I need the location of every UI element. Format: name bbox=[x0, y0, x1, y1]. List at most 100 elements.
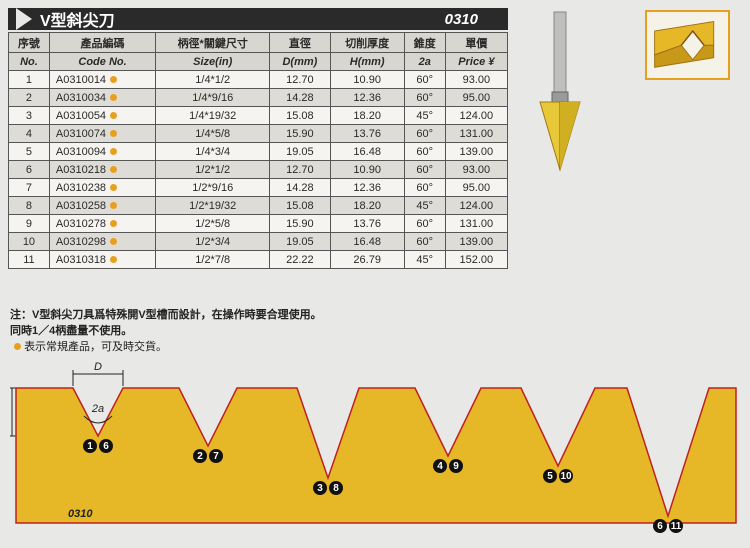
table-row: 5A03100941/4*3/419.0516.4860°139.00 bbox=[9, 143, 508, 161]
cell-code: A0310054 bbox=[49, 107, 155, 125]
cell-h: 16.48 bbox=[330, 143, 404, 161]
cell-d: 15.90 bbox=[270, 215, 330, 233]
stock-bullet-icon bbox=[110, 112, 117, 119]
cell-price: 152.00 bbox=[445, 251, 507, 269]
cell-h: 16.48 bbox=[330, 233, 404, 251]
cell-h: 13.76 bbox=[330, 215, 404, 233]
svg-text:2a: 2a bbox=[91, 403, 104, 415]
cell-d: 15.08 bbox=[270, 197, 330, 215]
svg-text:1: 1 bbox=[87, 441, 93, 452]
cell-no: 3 bbox=[9, 107, 50, 125]
table-row: 1A03100141/4*1/212.7010.9060°93.00 bbox=[9, 71, 508, 89]
cell-size: 1/2*7/8 bbox=[156, 251, 270, 269]
note-line1: 注：V型斜尖刀具爲特殊開V型槽而設計，在操作時要合理使用。 bbox=[10, 309, 322, 321]
table-header-row-en: No. Code No. Size(in) D(mm) H(mm) 2a Pri… bbox=[9, 53, 508, 71]
cell-d: 12.70 bbox=[270, 161, 330, 179]
cell-size: 1/2*9/16 bbox=[156, 179, 270, 197]
notes-block: 注：V型斜尖刀具爲特殊開V型槽而設計，在操作時要合理使用。 同時1／4柄盡量不使… bbox=[10, 308, 510, 356]
cell-h: 10.90 bbox=[330, 71, 404, 89]
svg-text:7: 7 bbox=[213, 451, 219, 462]
cell-d: 15.90 bbox=[270, 125, 330, 143]
svg-text:10: 10 bbox=[560, 471, 572, 482]
col-price-en: Price ¥ bbox=[445, 53, 507, 71]
cell-angle: 60° bbox=[404, 71, 445, 89]
cell-d: 15.08 bbox=[270, 107, 330, 125]
col-no-cn: 序號 bbox=[9, 33, 50, 53]
cell-angle: 60° bbox=[404, 125, 445, 143]
cell-code: A0310014 bbox=[49, 71, 155, 89]
table-row: 4A03100741/4*5/815.9013.7660°131.00 bbox=[9, 125, 508, 143]
col-d-cn: 直徑 bbox=[270, 33, 330, 53]
cell-code: A0310258 bbox=[49, 197, 155, 215]
cell-code: A0310094 bbox=[49, 143, 155, 161]
cell-size: 1/2*3/4 bbox=[156, 233, 270, 251]
col-d-en: D(mm) bbox=[270, 53, 330, 71]
cell-code: A0310238 bbox=[49, 179, 155, 197]
svg-text:6: 6 bbox=[657, 521, 663, 532]
cell-price: 95.00 bbox=[445, 89, 507, 107]
table-row: 9A03102781/2*5/815.9013.7660°131.00 bbox=[9, 215, 508, 233]
cell-no: 9 bbox=[9, 215, 50, 233]
cell-h: 12.36 bbox=[330, 179, 404, 197]
stock-bullet-icon bbox=[14, 343, 21, 350]
cell-code: A0310318 bbox=[49, 251, 155, 269]
stock-bullet-icon bbox=[110, 220, 117, 227]
cell-d: 19.05 bbox=[270, 143, 330, 161]
cell-price: 124.00 bbox=[445, 107, 507, 125]
cell-h: 26.79 bbox=[330, 251, 404, 269]
table-row: 2A03100341/4*9/1614.2812.3660°95.00 bbox=[9, 89, 508, 107]
cell-angle: 60° bbox=[404, 143, 445, 161]
table-header-row-cn: 序號 產品編碼 柄徑*關鍵尺寸 直徑 切削厚度 錐度 單價 bbox=[9, 33, 508, 53]
cell-code: A0310298 bbox=[49, 233, 155, 251]
svg-text:6: 6 bbox=[103, 441, 109, 452]
cell-size: 1/4*9/16 bbox=[156, 89, 270, 107]
cell-size: 1/2*1/2 bbox=[156, 161, 270, 179]
table-row: 6A03102181/2*1/212.7010.9060°93.00 bbox=[9, 161, 508, 179]
stock-bullet-icon bbox=[110, 94, 117, 101]
stock-bullet-icon bbox=[110, 148, 117, 155]
svg-text:0310: 0310 bbox=[68, 508, 93, 520]
cell-no: 11 bbox=[9, 251, 50, 269]
cell-d: 12.70 bbox=[270, 71, 330, 89]
cell-code: A0310074 bbox=[49, 125, 155, 143]
svg-text:11: 11 bbox=[671, 521, 682, 532]
cell-angle: 60° bbox=[404, 179, 445, 197]
table-row: 10A03102981/2*3/419.0516.4860°139.00 bbox=[9, 233, 508, 251]
cell-angle: 45° bbox=[404, 197, 445, 215]
col-h-cn: 切削厚度 bbox=[330, 33, 404, 53]
svg-text:4: 4 bbox=[437, 461, 443, 472]
svg-text:2: 2 bbox=[197, 451, 203, 462]
table-row: 3A03100541/4*19/3215.0818.2045°124.00 bbox=[9, 107, 508, 125]
stock-bullet-icon bbox=[110, 184, 117, 191]
cell-price: 95.00 bbox=[445, 179, 507, 197]
cell-angle: 45° bbox=[404, 251, 445, 269]
table-row: 8A03102581/2*19/3215.0818.2045°124.00 bbox=[9, 197, 508, 215]
svg-text:5: 5 bbox=[547, 471, 553, 482]
stock-bullet-icon bbox=[110, 76, 117, 83]
table-row: 7A03102381/2*9/1614.2812.3660°95.00 bbox=[9, 179, 508, 197]
cell-no: 5 bbox=[9, 143, 50, 161]
col-price-cn: 單價 bbox=[445, 33, 507, 53]
col-size-cn: 柄徑*關鍵尺寸 bbox=[156, 33, 270, 53]
col-code-en: Code No. bbox=[49, 53, 155, 71]
cell-d: 14.28 bbox=[270, 179, 330, 197]
table-row: 11A03103181/2*7/822.2226.7945°152.00 bbox=[9, 251, 508, 269]
col-angle-cn: 錐度 bbox=[404, 33, 445, 53]
cell-d: 22.22 bbox=[270, 251, 330, 269]
svg-text:D: D bbox=[94, 361, 102, 373]
cell-no: 7 bbox=[9, 179, 50, 197]
stock-bullet-icon bbox=[110, 130, 117, 137]
cell-price: 131.00 bbox=[445, 125, 507, 143]
cell-size: 1/2*5/8 bbox=[156, 215, 270, 233]
cell-price: 139.00 bbox=[445, 233, 507, 251]
cell-no: 6 bbox=[9, 161, 50, 179]
cell-code: A0310034 bbox=[49, 89, 155, 107]
note-line2: 同時1／4柄盡量不使用。 bbox=[10, 325, 132, 337]
cell-price: 93.00 bbox=[445, 161, 507, 179]
cell-code: A0310278 bbox=[49, 215, 155, 233]
cell-h: 12.36 bbox=[330, 89, 404, 107]
svg-text:9: 9 bbox=[453, 461, 459, 472]
cell-angle: 60° bbox=[404, 89, 445, 107]
cell-size: 1/4*3/4 bbox=[156, 143, 270, 161]
cell-price: 124.00 bbox=[445, 197, 507, 215]
